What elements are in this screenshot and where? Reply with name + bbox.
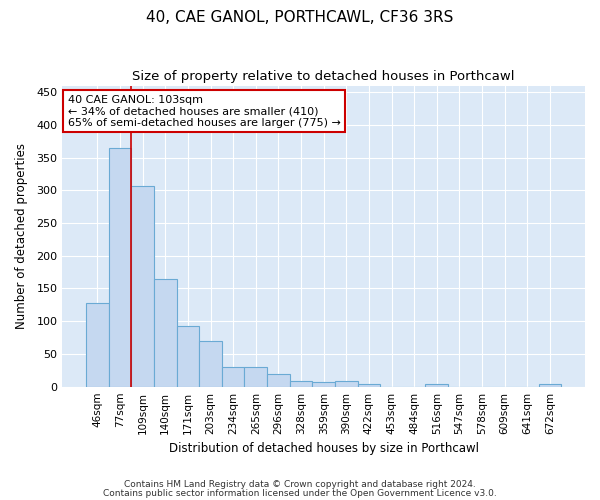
Text: Contains public sector information licensed under the Open Government Licence v3: Contains public sector information licen… [103,488,497,498]
Title: Size of property relative to detached houses in Porthcawl: Size of property relative to detached ho… [133,70,515,83]
Bar [86,303,109,386]
Text: 40, CAE GANOL, PORTHCAWL, CF36 3RS: 40, CAE GANOL, PORTHCAWL, CF36 3RS [146,10,454,25]
Bar [290,382,313,386]
Bar [244,367,267,386]
Bar [109,148,131,386]
Text: 40 CAE GANOL: 103sqm
← 34% of detached houses are smaller (410)
65% of semi-deta: 40 CAE GANOL: 103sqm ← 34% of detached h… [68,94,340,128]
Bar [199,341,222,386]
Text: Contains HM Land Registry data © Crown copyright and database right 2024.: Contains HM Land Registry data © Crown c… [124,480,476,489]
Bar [539,384,561,386]
X-axis label: Distribution of detached houses by size in Porthcawl: Distribution of detached houses by size … [169,442,479,455]
Bar [131,186,154,386]
Bar [335,382,358,386]
Bar [176,326,199,386]
Bar [154,278,176,386]
Bar [425,384,448,386]
Bar [222,367,244,386]
Bar [267,374,290,386]
Y-axis label: Number of detached properties: Number of detached properties [15,143,28,329]
Bar [313,382,335,386]
Bar [358,384,380,386]
